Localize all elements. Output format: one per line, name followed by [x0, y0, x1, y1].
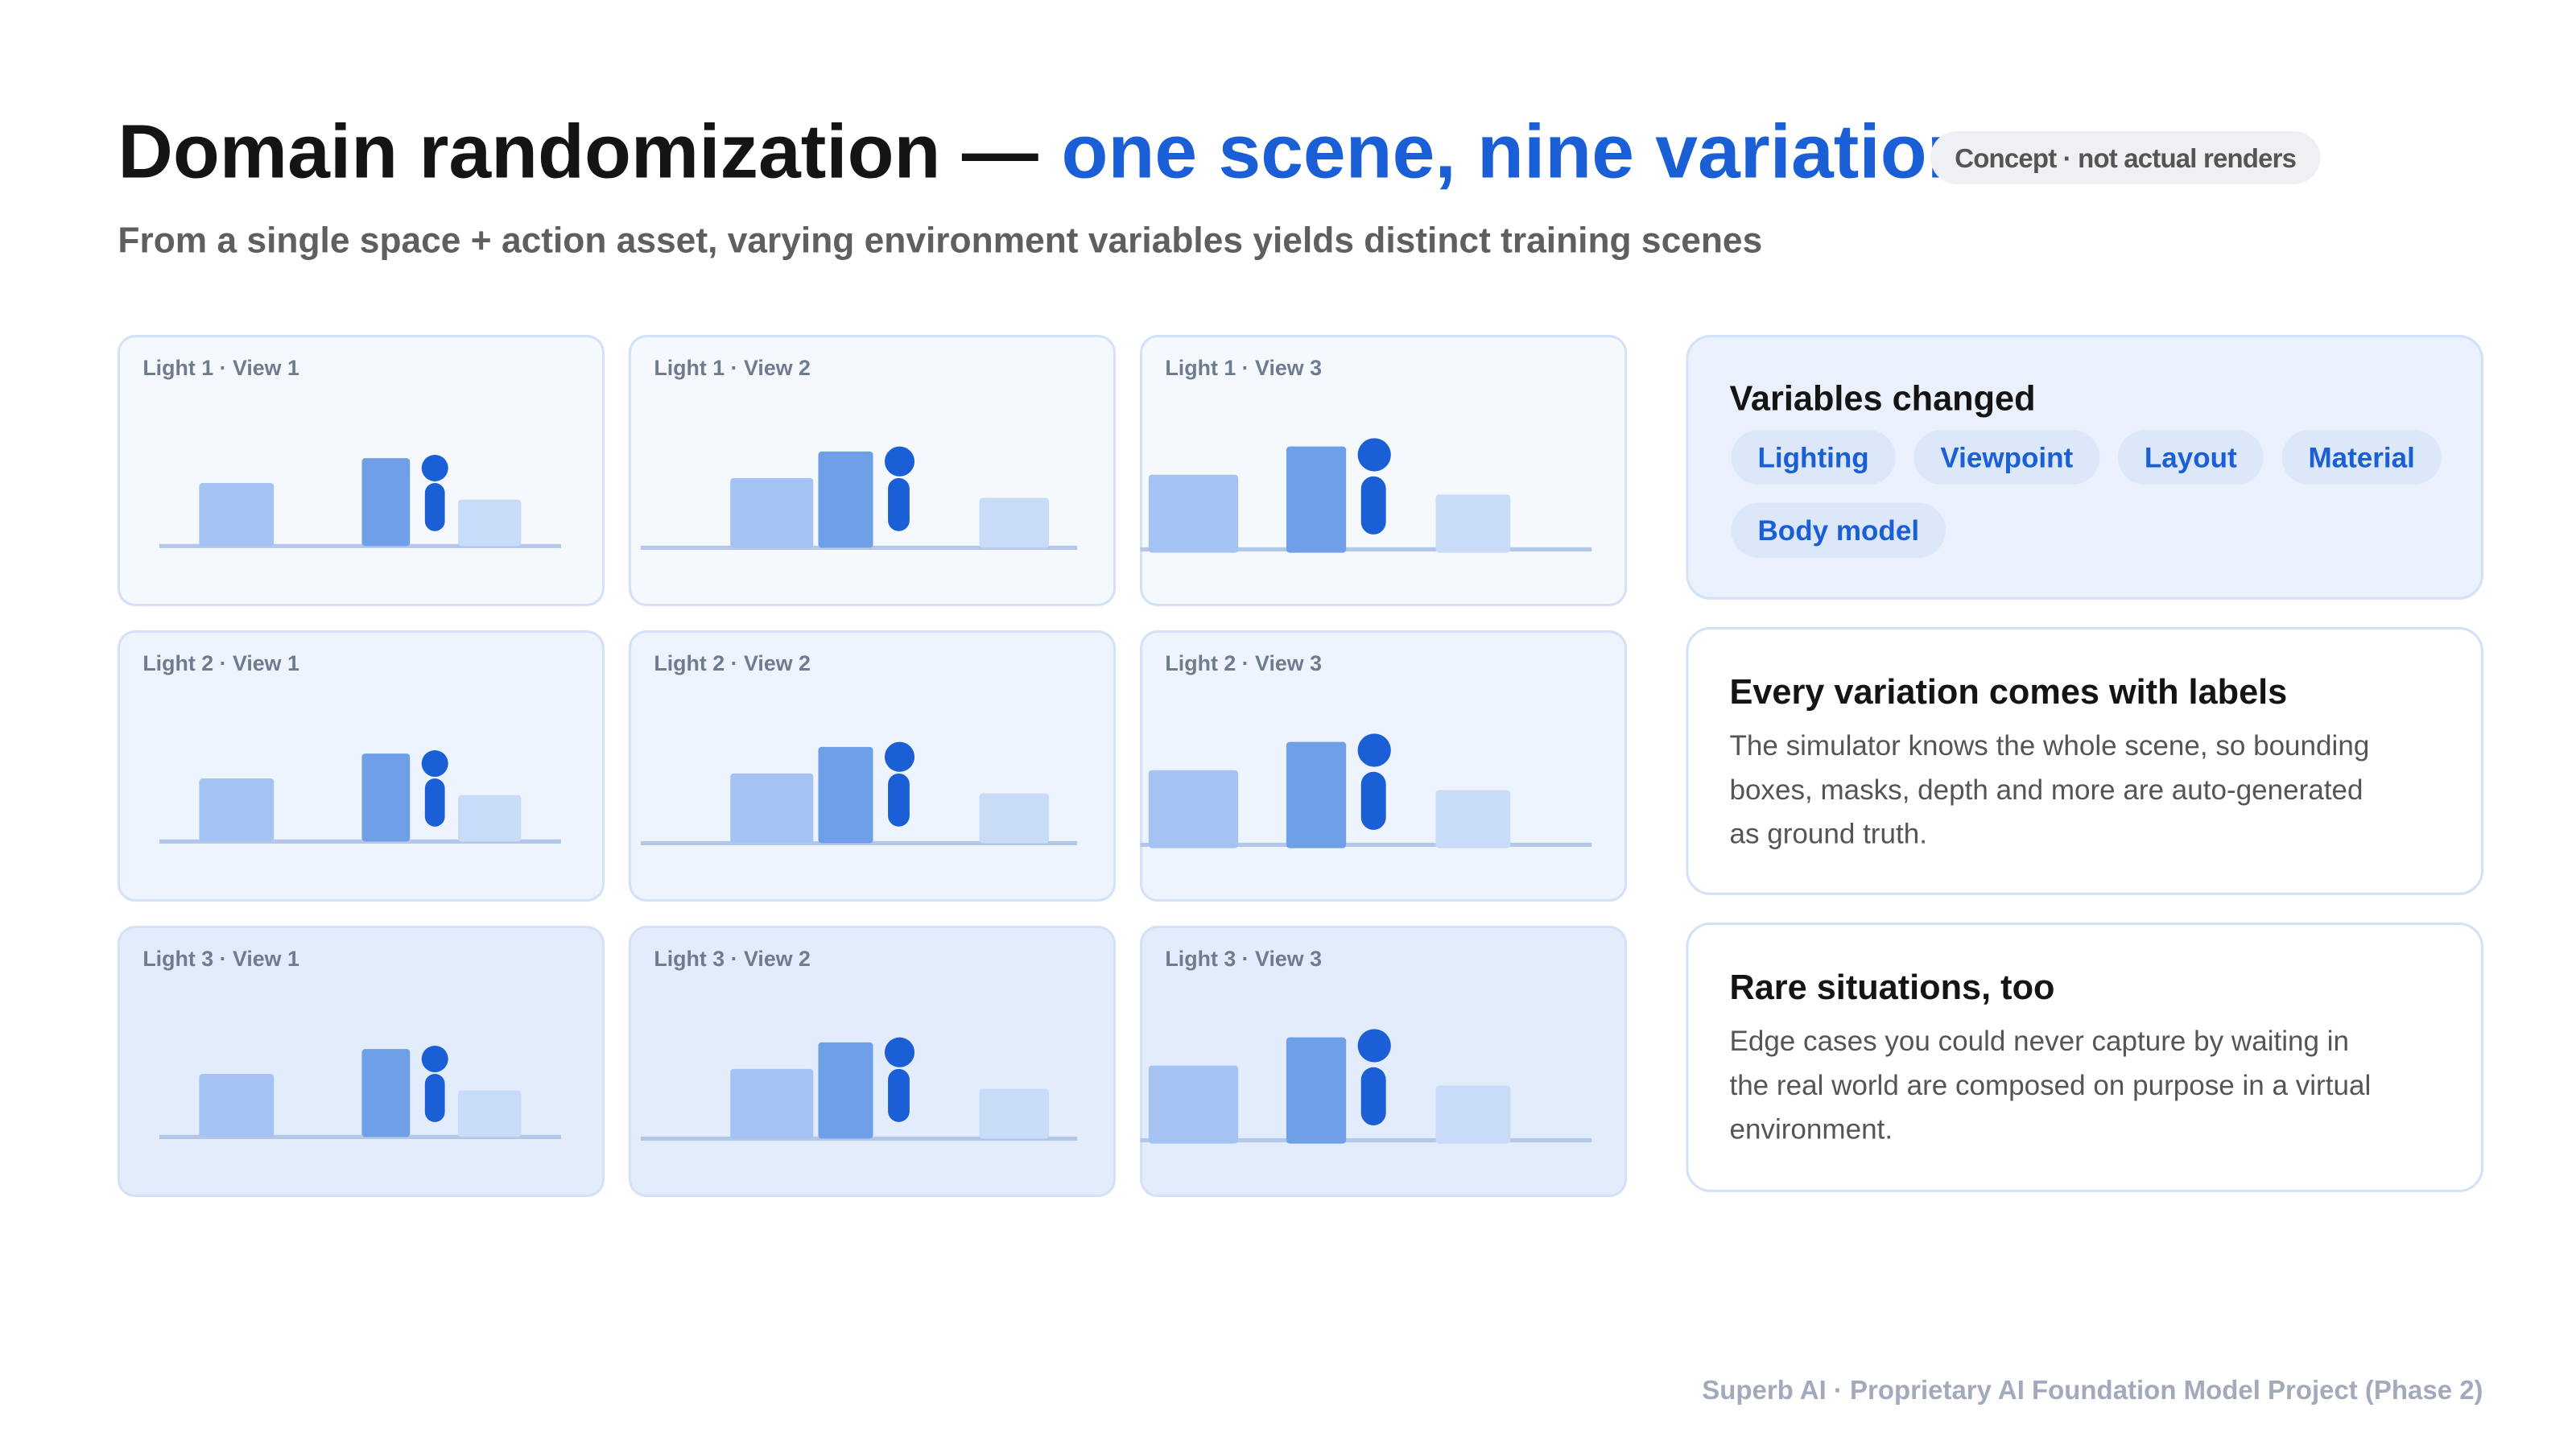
panel-title: Rare situations, too [1729, 968, 2054, 1007]
badge-bg [1930, 130, 2321, 184]
panel-body: environment. [1729, 1113, 1893, 1145]
panel-body: The simulator knows the whole scene, so … [1729, 730, 2369, 762]
panel-body: as ground truth. [1729, 818, 1926, 849]
person-body [424, 1074, 445, 1122]
person-body [424, 778, 445, 827]
tile: Light 1 · View 3 [1139, 334, 1628, 607]
panel-body: boxes, masks, depth and more are auto-ge… [1729, 774, 2363, 806]
footer: Superb AI · Proprietary AI Foundation Mo… [1702, 1375, 2483, 1405]
person-body [1360, 1067, 1386, 1125]
small-box [979, 497, 1050, 548]
panel [1686, 922, 2484, 1192]
person-body [424, 483, 445, 531]
person-body [1360, 476, 1386, 535]
tag: Layout [2145, 442, 2237, 473]
panel-title: Every variation comes with labels [1729, 673, 2287, 712]
tag-bg [1913, 430, 2100, 485]
person-head [884, 446, 915, 477]
small-box [1435, 790, 1511, 848]
title-accent: one scene, nine variations [1062, 109, 2017, 195]
tile: Light 3 · View 3 [1139, 926, 1628, 1198]
tag: Lighting [1758, 442, 1869, 473]
badge: Concept · not actual renders [1955, 143, 2296, 173]
tile: Light 2 · View 2 [628, 630, 1117, 902]
panel [1686, 626, 2484, 895]
person-body [1360, 771, 1386, 830]
tall-box [1286, 1037, 1347, 1144]
tile: Light 3 · View 2 [628, 926, 1117, 1198]
person-head [421, 749, 448, 777]
person-head [421, 1045, 448, 1072]
panel-title: Variables changed [1729, 379, 2035, 418]
tall-box [361, 1049, 411, 1137]
box [1148, 770, 1239, 848]
tile-label: Light 3 · View 3 [1165, 947, 1322, 971]
tile: Light 1 · View 2 [628, 334, 1117, 607]
tile-label: Light 1 · View 2 [654, 356, 811, 380]
tile-label: Light 2 · View 2 [654, 651, 811, 675]
title-main: Domain randomization — [118, 109, 1038, 195]
small-box [458, 499, 522, 547]
tall-box [361, 458, 411, 547]
tile: Light 2 · View 1 [117, 630, 605, 902]
tag-bg [2281, 430, 2442, 485]
small-box [979, 1088, 1050, 1139]
box [730, 1068, 814, 1139]
tall-box [818, 451, 873, 548]
tag-bg [1731, 430, 1896, 485]
tag: Viewpoint [1940, 442, 2073, 473]
small-box [979, 793, 1050, 844]
tile-label: Light 3 · View 1 [142, 947, 299, 971]
tile: Light 2 · View 3 [1139, 630, 1628, 902]
tile-label: Light 2 · View 1 [142, 651, 299, 675]
person-head [884, 741, 915, 772]
person-body [888, 1068, 910, 1122]
small-box [1435, 1085, 1511, 1144]
tile: Light 3 · View 1 [117, 926, 605, 1198]
panel-body: Edge cases you could never capture by wa… [1729, 1026, 2349, 1057]
box [199, 778, 275, 842]
tag: Material [2308, 442, 2414, 473]
person-head [884, 1037, 915, 1067]
tile: Light 1 · View 1 [117, 334, 605, 607]
box [199, 483, 275, 547]
tile-label: Light 3 · View 2 [654, 947, 811, 971]
person-head [1357, 438, 1391, 472]
side-panels: Variables changed Lighting Viewpoint Layout… [1686, 334, 2484, 1192]
tag-bg [1731, 502, 1946, 558]
tall-box [1286, 741, 1347, 848]
box [1148, 1065, 1239, 1144]
tall-box [818, 746, 873, 844]
person-body [888, 773, 910, 827]
box [199, 1074, 275, 1137]
small-box [458, 1090, 522, 1137]
tile-label: Light 1 · View 1 [142, 356, 299, 380]
tile-label: Light 1 · View 3 [1165, 356, 1322, 380]
tag-bg [2117, 430, 2264, 485]
person-head [421, 454, 448, 481]
box [730, 773, 814, 844]
tall-box [1286, 446, 1347, 553]
person-body [888, 477, 910, 531]
tile-grid: Light 1 · View 1 Light 1 · View 2 Light 1 … [117, 334, 1628, 1198]
tall-box [818, 1042, 873, 1139]
box [730, 477, 814, 548]
person-head [1357, 1029, 1391, 1063]
subtitle: From a single space + action asset, vary… [118, 221, 1762, 260]
small-box [458, 795, 522, 842]
person-head [1357, 733, 1391, 767]
tag: Body model [1758, 515, 1920, 547]
tall-box [361, 753, 411, 842]
title: Domain randomization — one scene, nine va… [118, 109, 2016, 195]
box [1148, 474, 1239, 553]
panel-body: the real world are composed on purpose i… [1729, 1070, 2371, 1101]
tile-label: Light 2 · View 3 [1165, 651, 1322, 675]
small-box [1435, 494, 1511, 553]
